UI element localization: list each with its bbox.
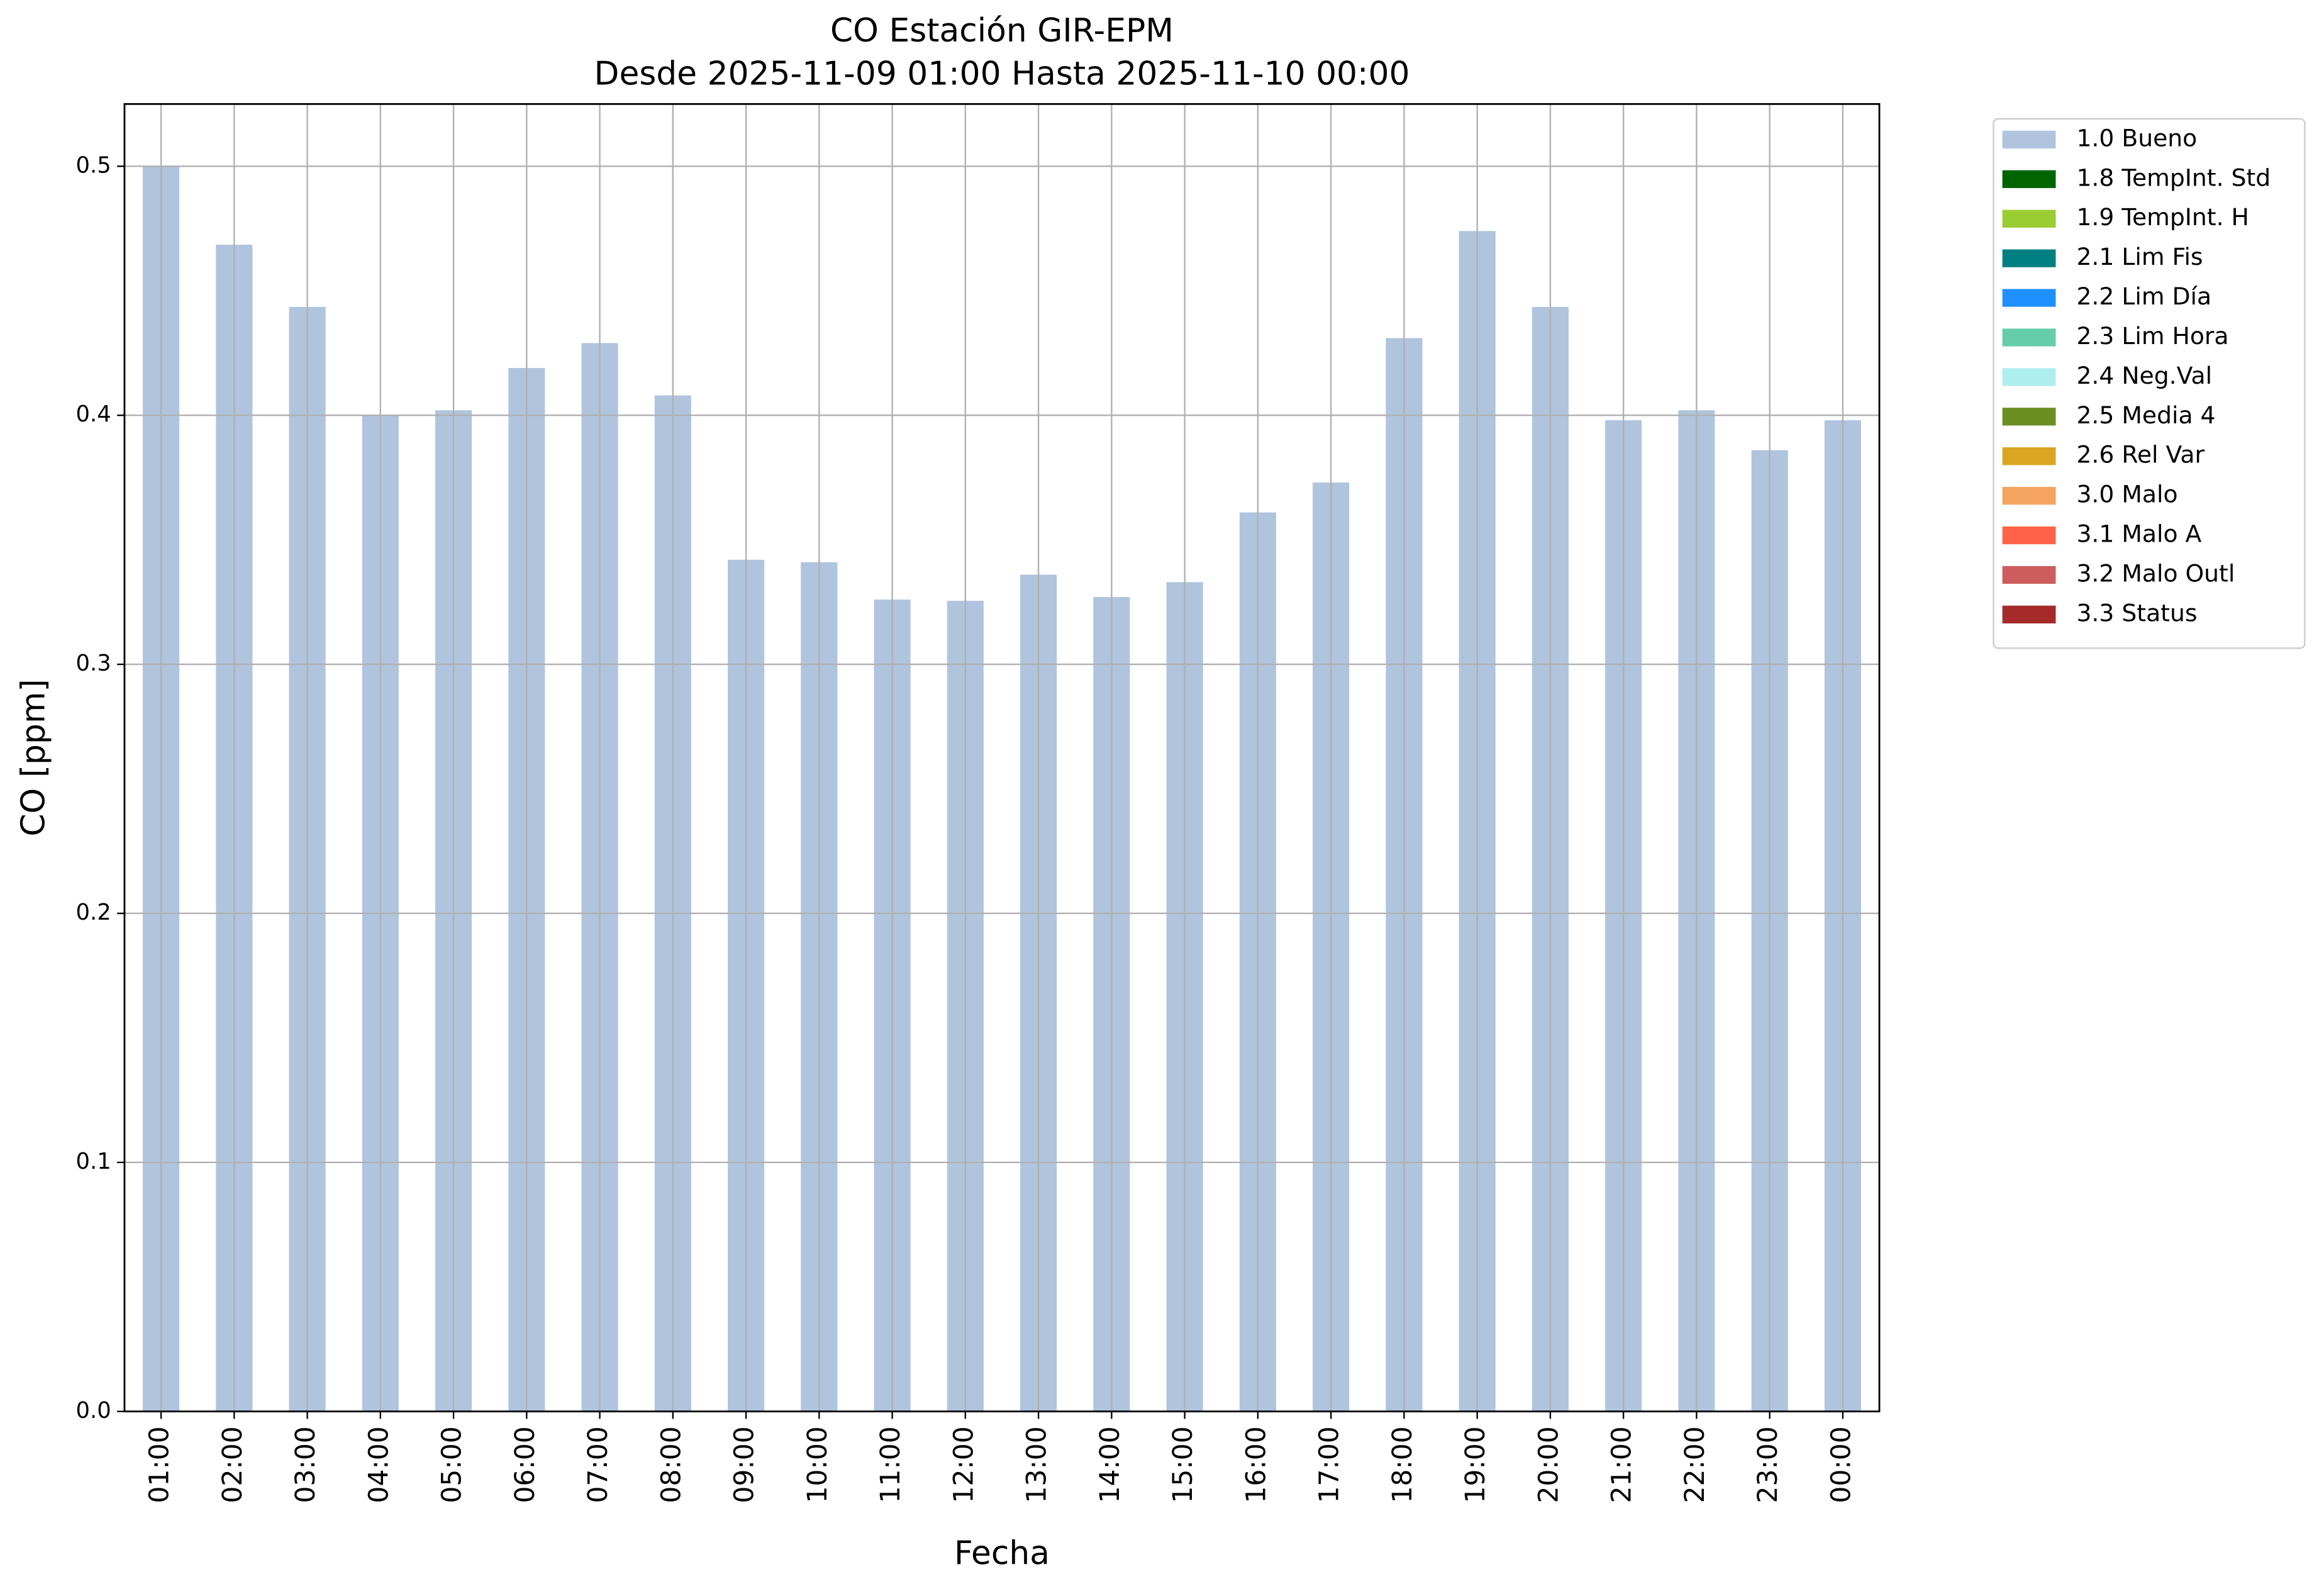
legend-swatch [2002, 130, 2056, 149]
x-tick-label: 13:00 [1022, 1426, 1053, 1503]
y-tick-label: 0.1 [76, 1149, 111, 1174]
x-tick-label: 18:00 [1387, 1426, 1418, 1503]
x-tick-label: 16:00 [1241, 1426, 1272, 1503]
legend-label: 2.2 Lim Día [2076, 282, 2211, 310]
legend-label: 3.1 Malo A [2076, 520, 2201, 548]
x-tick-label: 12:00 [948, 1426, 979, 1503]
x-tick-label: 10:00 [803, 1426, 833, 1503]
x-tick-label: 17:00 [1315, 1426, 1345, 1503]
legend-swatch [2002, 249, 2056, 267]
x-tick-label: 03:00 [291, 1426, 321, 1503]
y-tick-label: 0.2 [76, 900, 111, 925]
x-axis-label: Fecha [954, 1534, 1050, 1572]
x-tick-label: 19:00 [1460, 1426, 1491, 1503]
x-tick-label: 21:00 [1607, 1426, 1638, 1503]
x-tick-label: 11:00 [876, 1426, 906, 1503]
legend-swatch [2002, 605, 2056, 624]
legend-label: 2.5 Media 4 [2076, 401, 2215, 429]
legend-swatch [2002, 487, 2056, 505]
x-tick-label: 20:00 [1533, 1426, 1564, 1503]
legend-label: 2.3 Lim Hora [2076, 322, 2228, 350]
x-tick-label: 06:00 [510, 1426, 541, 1503]
x-tick-label: 04:00 [364, 1426, 394, 1503]
legend-label: 2.1 Lim Fis [2076, 243, 2203, 270]
y-tick-label: 0.5 [76, 152, 111, 178]
legend-label: 3.2 Malo Outl [2076, 559, 2235, 587]
y-tick-label: 0.0 [76, 1398, 111, 1424]
x-tick-label: 07:00 [583, 1426, 614, 1503]
x-tick-label: 23:00 [1753, 1426, 1784, 1503]
legend-label: 1.9 TempInt. H [2076, 203, 2249, 231]
legend-label: 2.6 Rel Var [2076, 441, 2204, 469]
x-tick-label: 15:00 [1168, 1426, 1199, 1503]
y-tick-label: 0.4 [76, 401, 111, 427]
chart-title: CO Estación GIR-EPM [830, 12, 1174, 50]
legend-swatch [2002, 566, 2056, 584]
x-tick-label: 22:00 [1680, 1426, 1711, 1503]
legend-swatch [2002, 368, 2056, 386]
legend-label: 1.0 Bueno [2076, 124, 2197, 152]
x-tick-label: 02:00 [218, 1426, 248, 1503]
plot-frame [123, 103, 1881, 1413]
legend-box [1993, 118, 2306, 649]
y-axis-label: CO [ppm] [15, 679, 53, 836]
legend-label: 1.8 TempInt. Std [2076, 164, 2271, 191]
legend-swatch [2002, 328, 2056, 347]
legend-swatch [2002, 209, 2056, 228]
legend-swatch [2002, 408, 2056, 426]
chart-subtitle: Desde 2025-11-09 01:00 Hasta 2025-11-10 … [594, 55, 1410, 93]
x-tick-label: 00:00 [1826, 1426, 1857, 1503]
x-tick-label: 08:00 [656, 1426, 687, 1503]
x-tick-label: 01:00 [145, 1426, 175, 1503]
legend-swatch [2002, 289, 2056, 307]
x-tick-label: 09:00 [730, 1426, 760, 1503]
legend-swatch [2002, 170, 2056, 188]
legend-label: 3.3 Status [2076, 599, 2197, 627]
legend-swatch [2002, 447, 2056, 465]
legend-label: 3.0 Malo [2076, 481, 2177, 508]
x-tick-label: 05:00 [437, 1426, 468, 1503]
legend-label: 2.4 Neg.Val [2076, 362, 2212, 389]
legend-swatch [2002, 526, 2056, 545]
y-tick-label: 0.3 [76, 650, 111, 676]
x-tick-label: 14:00 [1095, 1426, 1126, 1503]
